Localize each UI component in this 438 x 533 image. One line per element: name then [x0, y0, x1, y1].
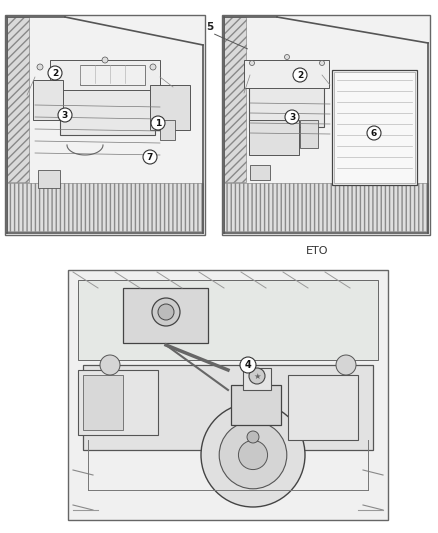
Circle shape — [240, 357, 256, 373]
Circle shape — [250, 61, 254, 66]
Bar — [222, 15, 430, 235]
Bar — [224, 183, 428, 231]
Circle shape — [201, 403, 305, 507]
Circle shape — [151, 116, 165, 130]
Circle shape — [102, 57, 108, 63]
Text: 2: 2 — [52, 69, 58, 77]
Bar — [249, 67, 324, 127]
Text: 4: 4 — [245, 360, 251, 370]
Text: 7: 7 — [147, 152, 153, 161]
Bar — [78, 280, 378, 360]
Circle shape — [152, 298, 180, 326]
Text: 1: 1 — [155, 118, 161, 127]
Bar — [38, 170, 60, 188]
Text: 5: 5 — [206, 22, 214, 32]
Bar — [334, 72, 415, 183]
Bar — [60, 70, 155, 135]
Circle shape — [285, 54, 290, 60]
Bar — [5, 15, 205, 235]
Circle shape — [150, 64, 156, 70]
Circle shape — [293, 68, 307, 82]
Text: 3: 3 — [62, 110, 68, 119]
Bar — [243, 368, 271, 390]
Bar — [83, 365, 373, 450]
Bar — [160, 120, 175, 140]
Bar — [80, 65, 145, 85]
Text: 3: 3 — [289, 112, 295, 122]
Circle shape — [58, 108, 72, 122]
Bar — [231, 385, 281, 425]
Bar — [249, 120, 299, 155]
Text: ETO: ETO — [306, 246, 328, 256]
Circle shape — [37, 64, 43, 70]
Bar — [7, 183, 203, 231]
Bar — [33, 80, 63, 120]
Circle shape — [238, 440, 268, 470]
Bar — [78, 370, 158, 435]
Circle shape — [158, 304, 174, 320]
Circle shape — [247, 431, 259, 443]
Circle shape — [336, 355, 356, 375]
Bar — [83, 375, 123, 430]
Bar — [288, 375, 358, 440]
Bar — [224, 17, 246, 182]
Bar — [50, 60, 160, 90]
Bar — [300, 120, 318, 148]
Circle shape — [48, 66, 62, 80]
Text: ★: ★ — [253, 372, 261, 381]
Text: 6: 6 — [371, 128, 377, 138]
Bar — [244, 60, 329, 88]
Bar — [250, 165, 270, 180]
Text: 2: 2 — [297, 70, 303, 79]
Circle shape — [219, 421, 287, 489]
Bar — [123, 288, 208, 343]
Bar — [7, 17, 29, 182]
Bar — [150, 85, 190, 130]
Circle shape — [285, 110, 299, 124]
Circle shape — [100, 355, 120, 375]
Circle shape — [143, 150, 157, 164]
Circle shape — [249, 368, 265, 384]
Circle shape — [319, 61, 325, 66]
Circle shape — [367, 126, 381, 140]
Bar — [68, 270, 388, 520]
Bar — [332, 70, 417, 185]
